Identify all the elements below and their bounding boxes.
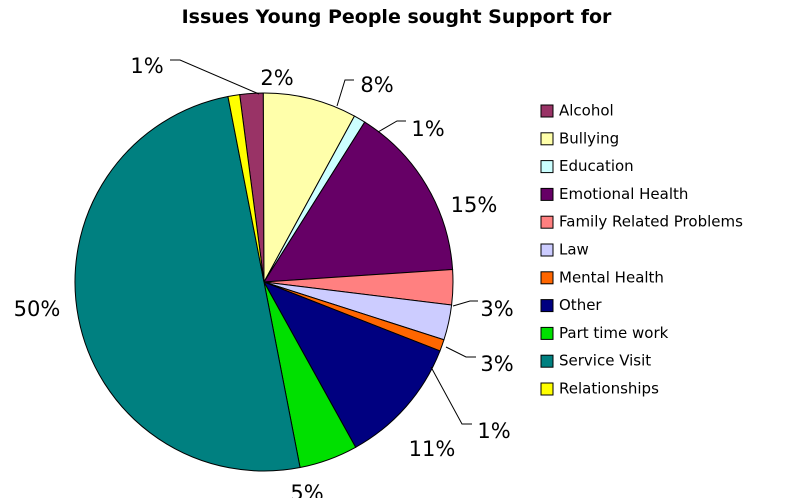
legend-swatch-service-visit xyxy=(540,354,554,368)
data-label-relationships: 1% xyxy=(130,54,163,78)
legend-swatch-other xyxy=(540,299,554,313)
leader-line-relationships xyxy=(170,59,260,95)
legend-label-relationships: Relationships xyxy=(559,380,659,398)
legend: Alcohol Bullying Education Emotional Health… xyxy=(540,102,743,398)
legend-label-law: Law xyxy=(559,241,589,259)
legend-swatch-family-related-problems xyxy=(540,215,554,229)
legend-label-other: Other xyxy=(559,296,602,314)
pie-slice-relationships xyxy=(227,94,265,283)
data-label-emotional-health: 15% xyxy=(451,193,498,217)
data-label-service-visit: 50% xyxy=(14,297,61,321)
data-label-family-related-problems: 3% xyxy=(480,297,513,321)
data-label-bullying: 8% xyxy=(360,73,393,97)
legend-label-family-related-problems: Family Related Problems xyxy=(559,213,743,231)
legend-label-emotional-health: Emotional Health xyxy=(559,185,688,203)
leader-line-family-related-problems xyxy=(452,300,478,307)
legend-label-education: Education xyxy=(559,157,634,175)
data-label-education: 1% xyxy=(411,117,444,141)
legend-swatch-education xyxy=(540,160,554,174)
legend-label-part-time-work: Part time work xyxy=(559,324,669,342)
leader-line-education xyxy=(377,120,406,133)
leader-lines xyxy=(170,59,478,425)
data-label-other: 11% xyxy=(409,437,456,461)
legend-label-service-visit: Service Visit xyxy=(559,352,651,370)
data-label-part-time-work: 5% xyxy=(290,481,323,498)
legend-label-mental-health: Mental Health xyxy=(559,268,664,286)
legend-swatch-bullying xyxy=(540,132,554,146)
legend-swatch-law xyxy=(540,243,554,257)
data-labels: 2% 8% 1% 15% 3% 3% 1% 11% 5% 50% 1% xyxy=(14,54,514,498)
legend-swatch-emotional-health xyxy=(540,187,554,201)
data-label-alcohol: 2% xyxy=(260,66,293,90)
legend-swatch-part-time-work xyxy=(540,326,554,340)
legend-swatch-relationships xyxy=(540,382,554,396)
legend-label-bullying: Bullying xyxy=(559,129,619,147)
legend-swatch-alcohol xyxy=(540,104,554,118)
leader-line-mental-health xyxy=(430,366,472,425)
pie-slices xyxy=(74,92,454,472)
chart-title: Issues Young People sought Support for xyxy=(181,6,612,28)
legend-label-alcohol: Alcohol xyxy=(559,102,614,120)
leader-line-bullying xyxy=(336,79,354,107)
pie-slice-other xyxy=(262,281,441,448)
pie-slice-service-visit xyxy=(74,95,301,472)
pie-slice-emotional-health xyxy=(263,121,454,283)
legend-swatch-mental-health xyxy=(540,271,554,285)
data-label-mental-health: 1% xyxy=(477,419,510,443)
pie-slice-bullying xyxy=(262,92,356,283)
leader-line-law xyxy=(445,346,476,358)
data-label-law: 3% xyxy=(480,352,513,376)
